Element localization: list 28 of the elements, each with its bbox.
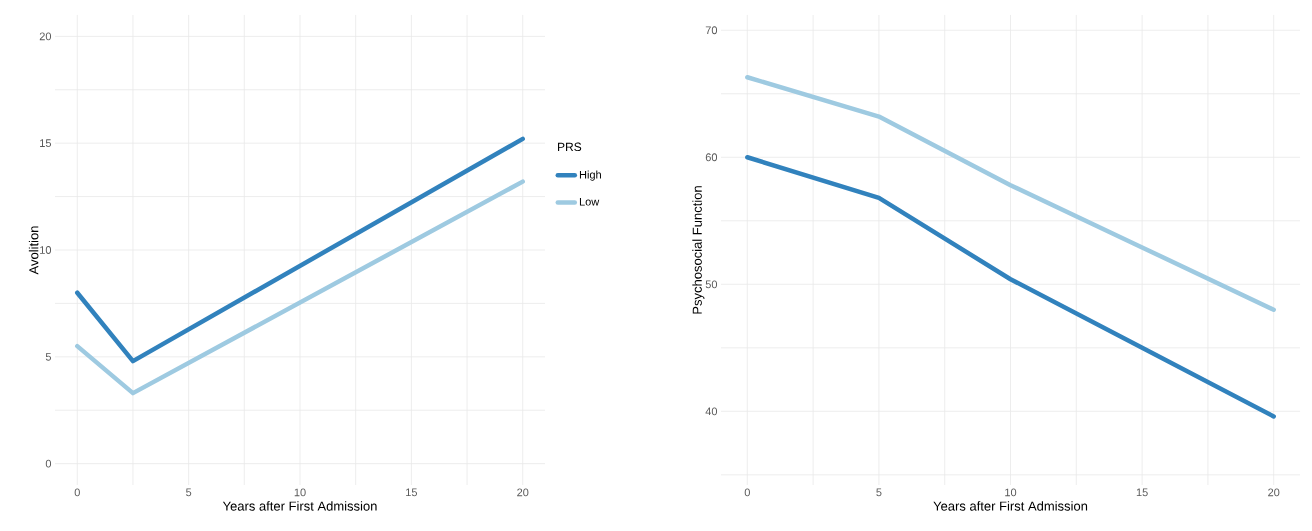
y-axis-title: Avolition: [28, 226, 39, 275]
line-series: [745, 155, 1276, 419]
legend-label: High: [579, 170, 601, 181]
legend-title: PRS: [558, 142, 582, 152]
y-tick-label: 10: [40, 246, 52, 254]
x-tick-label: 15: [1136, 488, 1148, 497]
y-tick-label: 50: [705, 280, 718, 289]
y-tick-label: 20: [39, 32, 52, 41]
x-tick-label: 5: [876, 488, 882, 497]
y-tick-label: 40: [705, 407, 718, 416]
x-tick-label: 20: [517, 488, 529, 497]
x-tick-label: 5: [186, 488, 192, 497]
y-tick-label: 70: [705, 26, 718, 35]
x-tick-label: 10: [294, 488, 306, 497]
y-tick-label: 5: [45, 352, 52, 361]
x-axis-title: Years after First Admission: [222, 501, 377, 511]
x-tick-label: 20: [1268, 488, 1280, 497]
y-tick-label: 60: [705, 153, 718, 162]
x-tick-label: 10: [1005, 488, 1017, 497]
legend-label: Low: [579, 197, 600, 206]
x-tick-label: 0: [744, 488, 750, 497]
x-axis-title: Years after First Admission: [933, 501, 1088, 511]
x-tick-label: 0: [74, 488, 80, 497]
y-tick-label: 15: [40, 139, 52, 148]
x-tick-label: 15: [406, 488, 418, 497]
line-series: [745, 74, 1276, 312]
y-axis-title: Psychosocial Function: [692, 186, 705, 314]
y-tick-label: 0: [45, 459, 52, 468]
